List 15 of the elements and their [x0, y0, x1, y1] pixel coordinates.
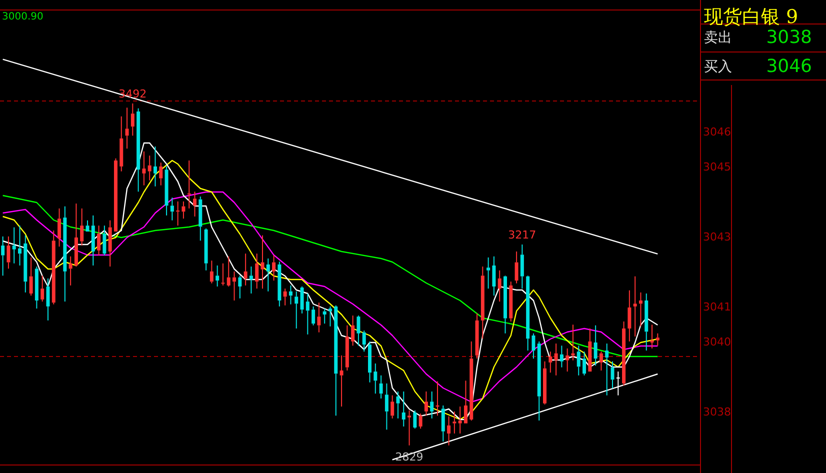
text: 现货白银 9	[704, 6, 798, 28]
annotation: 2829	[395, 450, 424, 464]
annotation: 3000.90	[2, 12, 44, 23]
y-tick-label: 3041	[703, 300, 731, 314]
text: 3046	[766, 56, 812, 77]
annotation: 3492	[118, 87, 147, 100]
annotation: 3217	[508, 228, 536, 242]
y-tick-label: 3045	[703, 160, 731, 174]
y-tick-label: 3040	[703, 336, 731, 349]
y-tick-label: 3046	[703, 126, 731, 139]
y-tick-label: 3038	[703, 406, 731, 419]
text: 3038	[766, 26, 812, 48]
text: 卖出	[704, 30, 732, 46]
text: 买入	[704, 58, 732, 75]
y-tick-label: 3043	[703, 230, 731, 244]
